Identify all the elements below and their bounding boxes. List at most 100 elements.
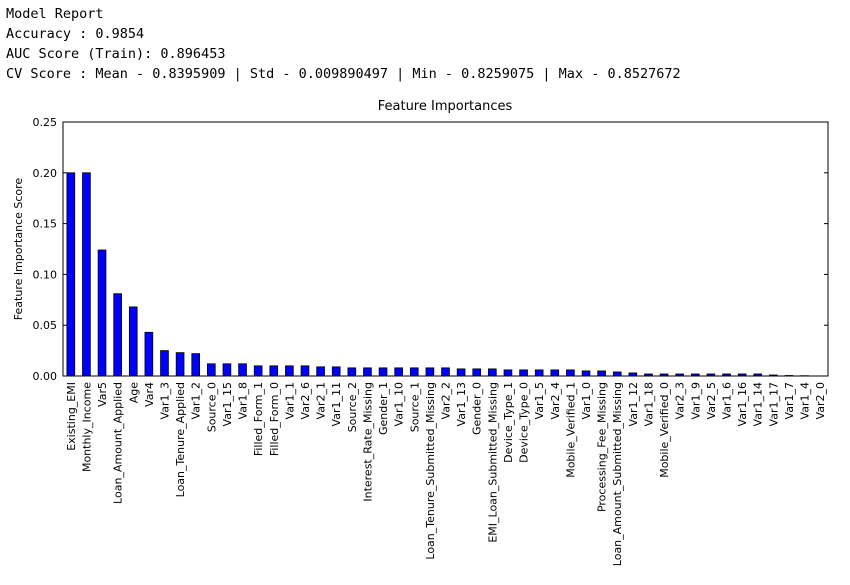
y-tick-label: 0.15	[33, 218, 58, 231]
bar	[612, 371, 622, 377]
x-tick-label: Var4	[143, 382, 156, 407]
x-tick-label: Var2_1	[315, 382, 328, 419]
report-line: AUC Score (Train): 0.896453	[6, 46, 226, 62]
bar	[97, 249, 107, 377]
y-tick-label: 0.10	[33, 268, 58, 281]
x-tick-label: Var2_0	[814, 382, 827, 419]
bar	[285, 365, 294, 377]
x-tick-label: Filled_Form_1	[252, 382, 265, 456]
bar	[363, 367, 372, 377]
x-tick-label: Gender_0	[471, 382, 484, 435]
y-tick-label: 0.05	[33, 319, 58, 332]
y-tick-label: 0.25	[33, 116, 58, 129]
bar	[269, 365, 279, 377]
report-line: Model Report	[6, 6, 104, 22]
x-tick-label: Var1_8	[237, 382, 250, 419]
x-tick-label: Var1_10	[393, 382, 406, 426]
report-line: CV Score : Mean - 0.8395909 | Std - 0.00…	[6, 66, 681, 82]
x-tick-label: Var1_3	[158, 382, 171, 419]
x-tick-label: Device_Type_0	[518, 382, 531, 463]
bar	[191, 353, 201, 377]
x-tick-label: Var1_5	[533, 382, 546, 419]
x-tick-label: Var1_14	[752, 382, 765, 426]
x-tick-label: Device_Type_1	[502, 382, 515, 463]
bar	[566, 369, 575, 377]
bar	[503, 369, 513, 377]
x-tick-label: Var1_0	[580, 382, 593, 419]
bar	[519, 369, 528, 377]
y-axis-label: Feature Importance Score	[12, 178, 25, 321]
bar	[488, 368, 497, 377]
x-tick-label: Source_2	[346, 382, 359, 432]
bar	[222, 363, 232, 377]
x-tick-label: Var2_4	[549, 382, 562, 419]
x-tick-label: Var1_9	[689, 382, 702, 419]
bar	[441, 367, 450, 377]
x-tick-label: Loan_Amount_Applied	[112, 382, 125, 504]
bar	[425, 367, 435, 377]
x-tick-label: Var2_6	[299, 382, 312, 419]
bar	[597, 370, 606, 377]
x-tick-label: Age	[127, 382, 140, 404]
x-tick-label: Var1_12	[627, 382, 640, 426]
bar	[534, 369, 544, 377]
x-tick-label: Mobile_Verified_0	[658, 382, 671, 478]
x-tick-label: Var2_3	[674, 382, 687, 419]
x-tick-label: Existing_EMI	[65, 382, 78, 451]
y-tick-label: 0.20	[33, 167, 58, 180]
bar	[409, 367, 419, 377]
x-tick-label: Var1_1	[283, 382, 296, 419]
x-tick-label: Var2_5	[705, 382, 718, 419]
bar	[300, 365, 310, 377]
x-tick-label: Var1_13	[455, 382, 468, 426]
bar	[128, 306, 138, 377]
bar	[238, 363, 247, 377]
x-tick-label: Loan_Tenure_Applied	[174, 382, 187, 497]
bar	[175, 352, 185, 377]
x-tick-label: Var1_18	[642, 382, 655, 426]
bar	[253, 365, 263, 377]
bar	[113, 293, 122, 377]
bar	[394, 367, 403, 377]
x-tick-label: Loan_Amount_Submitted_Missing	[611, 382, 624, 566]
x-tick-label: Source_1	[408, 382, 421, 432]
x-tick-label: Var2_2	[440, 382, 453, 419]
x-tick-label: Var5	[96, 382, 109, 407]
x-tick-label: Var1_6	[721, 382, 734, 419]
x-tick-label: Filled_Form_0	[268, 382, 281, 456]
x-tick-label: Var1_17	[767, 382, 780, 426]
bar	[66, 172, 76, 377]
x-tick-label: Interest_Rate_Missing	[361, 382, 374, 502]
x-tick-label: Processing_Fee_Missing	[596, 382, 609, 512]
x-tick-label: Var1_7	[783, 382, 796, 419]
x-tick-label: EMI_Loan_Submitted_Missing	[486, 382, 499, 543]
x-tick-label: Loan_Tenure_Submitted_Missing	[424, 382, 437, 560]
x-tick-label: Var1_4	[799, 382, 812, 419]
bar	[144, 331, 154, 377]
x-tick-label: Monthly_Income	[80, 382, 93, 472]
bar	[207, 363, 216, 377]
x-tick-label: Source_0	[205, 382, 218, 432]
x-tick-label: Var1_11	[330, 382, 343, 426]
bar	[550, 369, 560, 377]
bar	[82, 172, 91, 377]
bar	[331, 366, 341, 377]
bar	[160, 350, 169, 377]
plot-frame	[62, 121, 829, 377]
bar	[316, 366, 325, 377]
chart-title: Feature Importances	[378, 99, 513, 114]
report-line: Accuracy : 0.9854	[6, 26, 145, 42]
x-tick-label: Gender_1	[377, 382, 390, 435]
bar	[347, 367, 357, 377]
x-tick-label: Var1_2	[190, 382, 203, 419]
x-tick-label: Var1_15	[221, 382, 234, 426]
bar	[581, 370, 591, 377]
y-tick-label: 0.00	[33, 370, 58, 383]
x-tick-label: Var1_16	[736, 382, 749, 426]
bar	[378, 367, 388, 377]
bar	[472, 368, 482, 377]
bar	[456, 368, 466, 377]
x-tick-label: Mobile_Verified_1	[564, 382, 577, 478]
